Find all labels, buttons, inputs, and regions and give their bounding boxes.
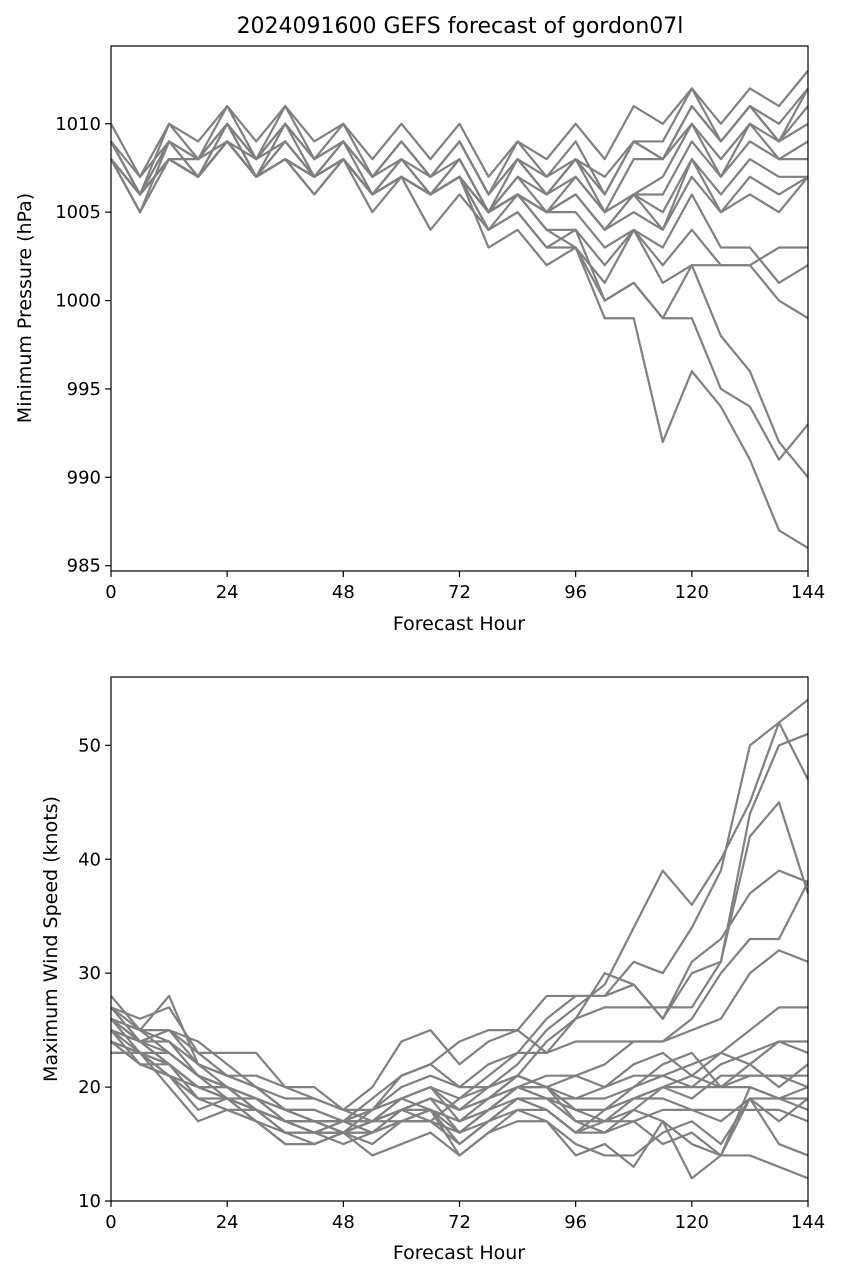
pressure-y-tick-label: 1005 bbox=[55, 202, 101, 223]
wind-x-ticks: 0 24 48 72 96 120 144 bbox=[105, 1201, 825, 1233]
wind-x-tick-label: 96 bbox=[564, 1212, 587, 1233]
pressure-x-tick-label: 72 bbox=[448, 582, 471, 603]
wind-series-line-4 bbox=[110, 732, 809, 1123]
wind-y-ticks: 10 20 30 40 50 bbox=[78, 735, 111, 1212]
pressure-x-tick-label: 96 bbox=[564, 582, 587, 603]
chart-title: 2024091600 GEFS forecast of gordon07l bbox=[237, 14, 684, 39]
wind-y-tick-label: 20 bbox=[78, 1077, 101, 1098]
pressure-y-tick-label: 1000 bbox=[55, 291, 101, 312]
pressure-y-tick-label: 995 bbox=[67, 379, 101, 400]
wind-y-tick-label: 40 bbox=[78, 849, 101, 870]
pressure-x-tick-label: 120 bbox=[675, 582, 709, 603]
wind-x-tick-label: 72 bbox=[448, 1212, 471, 1233]
pressure-plot-area bbox=[110, 70, 809, 549]
wind-plot-area bbox=[110, 698, 810, 1180]
wind-series-line-15 bbox=[111, 1051, 809, 1157]
wind-series-line-7 bbox=[110, 949, 809, 1123]
pressure-x-ticks: 0 24 48 72 96 120 144 bbox=[105, 571, 825, 603]
pressure-panel: 2024091600 GEFS forecast of gordon07l 0 2… bbox=[14, 14, 825, 635]
wind-y-tick-label: 50 bbox=[78, 735, 101, 756]
wind-y-tick-label: 30 bbox=[78, 963, 101, 984]
pressure-y-ticks: 985 990 995 1000 1005 1010 bbox=[55, 114, 111, 577]
pressure-series-line-16 bbox=[110, 140, 809, 320]
pressure-x-tick-label: 144 bbox=[791, 582, 825, 603]
pressure-x-tick-label: 48 bbox=[332, 582, 355, 603]
pressure-y-axis-label: Minimum Pressure (hPa) bbox=[14, 193, 36, 423]
wind-x-tick-label: 144 bbox=[791, 1212, 825, 1233]
pressure-x-tick-label: 24 bbox=[216, 582, 239, 603]
wind-x-tick-label: 0 bbox=[105, 1212, 116, 1233]
pressure-y-tick-label: 1010 bbox=[55, 114, 101, 135]
pressure-x-axis-label: Forecast Hour bbox=[393, 613, 525, 635]
pressure-x-tick-label: 0 bbox=[105, 582, 116, 603]
wind-x-tick-label: 48 bbox=[332, 1212, 355, 1233]
wind-series-line-20 bbox=[110, 1017, 808, 1123]
pressure-y-tick-label: 985 bbox=[67, 556, 101, 577]
pressure-y-tick-label: 990 bbox=[67, 467, 101, 488]
wind-series-line-18 bbox=[110, 1017, 809, 1134]
wind-y-tick-label: 10 bbox=[78, 1191, 101, 1212]
wind-panel: 0 24 48 72 96 120 144 10 20 30 40 50 Forecast Hour… bbox=[40, 676, 825, 1264]
wind-x-axis-label: Forecast Hour bbox=[393, 1242, 525, 1264]
wind-series-line-3 bbox=[110, 869, 809, 1111]
wind-y-axis-label: Maximum Wind Speed (knots) bbox=[40, 796, 62, 1082]
wind-x-tick-label: 24 bbox=[216, 1212, 239, 1233]
wind-x-tick-label: 120 bbox=[675, 1212, 709, 1233]
